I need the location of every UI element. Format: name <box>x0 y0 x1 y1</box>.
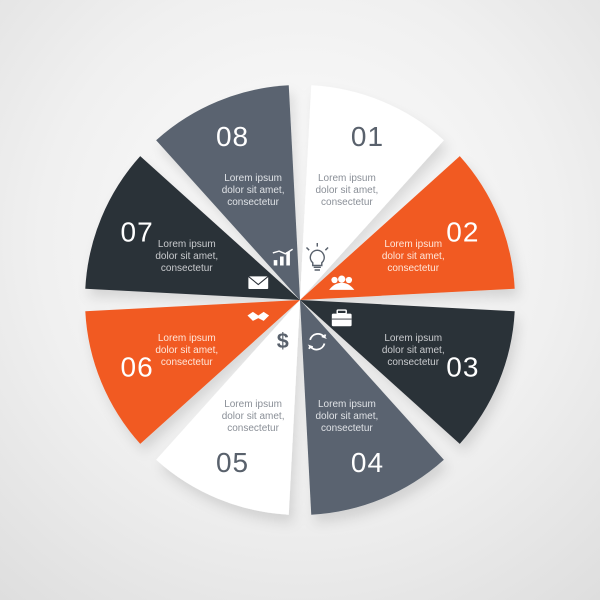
segment-8-body-line1: Lorem ipsum <box>224 173 282 184</box>
segment-2-body-line1: Lorem ipsum <box>384 239 442 250</box>
segment-2-body-line2: dolor sit amet, <box>382 251 445 262</box>
segment-1-number: 01 <box>351 121 384 152</box>
segment-1-body-line3: consectetur <box>321 197 373 208</box>
segment-4-body-line3: consectetur <box>321 423 373 434</box>
segment-6-body-line1: Lorem ipsum <box>158 333 216 344</box>
segment-4-number: 04 <box>351 447 384 478</box>
segment-5-number: 05 <box>216 447 249 478</box>
segment-4-body-line1: Lorem ipsum <box>318 399 376 410</box>
segment-8-number: 08 <box>216 121 249 152</box>
segment-3-body-line1: Lorem ipsum <box>384 333 442 344</box>
segment-4-body-line2: dolor sit amet, <box>315 411 378 422</box>
dollar-icon: $ <box>277 328 289 353</box>
segment-5-body-line1: Lorem ipsum <box>224 399 282 410</box>
radial-infographic: $ 01Lorem ipsumdolor sit amet,consectetu… <box>0 0 600 600</box>
segment-1-body-line1: Lorem ipsum <box>318 173 376 184</box>
segment-6-body-line2: dolor sit amet, <box>155 345 218 356</box>
segment-2-number: 02 <box>446 217 479 248</box>
segment-7-body-line3: consectetur <box>161 263 213 274</box>
people-icon <box>329 276 354 290</box>
envelope-icon <box>248 276 268 289</box>
segment-1-body-line2: dolor sit amet, <box>315 185 378 196</box>
segment-8-body-line3: consectetur <box>227 197 279 208</box>
segment-8-body-line2: dolor sit amet, <box>222 185 285 196</box>
segment-5-body-line2: dolor sit amet, <box>222 411 285 422</box>
segment-3-body-line2: dolor sit amet, <box>382 345 445 356</box>
segment-7-number: 07 <box>121 217 154 248</box>
segment-2-body-line3: consectetur <box>387 263 439 274</box>
segment-7-body-line1: Lorem ipsum <box>158 239 216 250</box>
segment-5-body-line3: consectetur <box>227 423 279 434</box>
svg-text:$: $ <box>277 328 289 353</box>
segment-6-number: 06 <box>121 351 154 382</box>
segment-3-number: 03 <box>446 351 479 382</box>
segment-6-body-line3: consectetur <box>161 357 213 368</box>
segment-3-body-line3: consectetur <box>387 357 439 368</box>
segment-7-body-line2: dolor sit amet, <box>155 251 218 262</box>
